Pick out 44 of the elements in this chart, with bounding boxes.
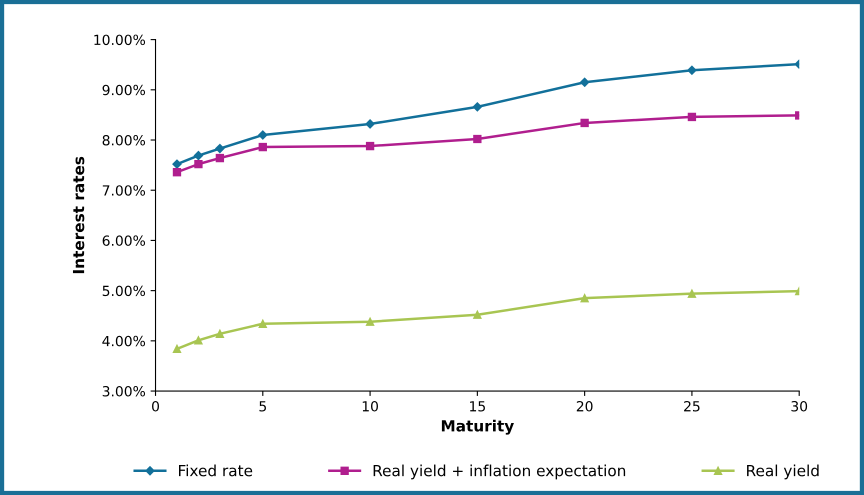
point <box>172 168 182 176</box>
point <box>687 66 697 75</box>
point <box>473 310 482 319</box>
x-tick-label: 5 <box>259 401 266 412</box>
point <box>580 294 589 302</box>
point <box>688 289 696 298</box>
point <box>472 102 482 112</box>
point <box>172 159 182 169</box>
legend-label: Fixed rate <box>179 464 252 476</box>
point <box>580 118 589 128</box>
x-tick-label: 30 <box>791 401 808 412</box>
point <box>580 78 590 87</box>
x-tick-label: 10 <box>362 401 378 412</box>
y-tick-label: 5.00% <box>102 286 146 296</box>
y-tick-label: 10.00% <box>94 34 146 46</box>
y-tick-label: 8.00% <box>102 134 146 146</box>
point <box>172 344 182 354</box>
x-tick-label: 0 <box>152 401 160 412</box>
y-tick-label: 4.00% <box>102 336 146 346</box>
y-axis-title: Interest rates <box>72 156 84 274</box>
point <box>258 320 267 328</box>
point <box>194 150 204 160</box>
x-tick-label: 20 <box>576 401 593 412</box>
x-axis-title: Maturity <box>442 420 514 435</box>
point <box>366 142 374 150</box>
point <box>258 142 267 152</box>
point <box>194 336 203 345</box>
legend-label: Real yield + inflation expectation <box>374 464 626 480</box>
y-tick-label: 9.00% <box>102 84 146 96</box>
point <box>194 160 203 168</box>
point <box>688 112 696 122</box>
y-tick-label: 6.00% <box>102 235 146 246</box>
point <box>365 119 375 129</box>
point <box>215 144 225 154</box>
y-tick-label: 3.00% <box>102 386 146 397</box>
point <box>473 134 482 144</box>
point <box>216 330 224 338</box>
x-tick-label: 25 <box>684 401 700 412</box>
legend-label: Real yield <box>747 464 819 480</box>
point <box>366 318 374 326</box>
y-tick-label: 7.00% <box>102 185 146 196</box>
x-tick-label: 15 <box>470 401 485 412</box>
point <box>258 130 268 140</box>
point <box>216 154 224 162</box>
